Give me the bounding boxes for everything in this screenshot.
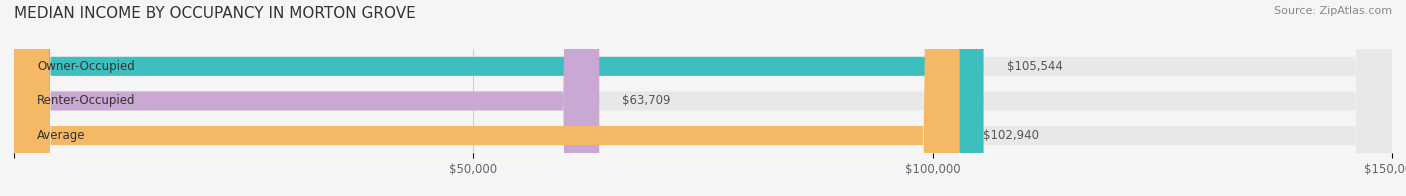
- FancyBboxPatch shape: [14, 0, 960, 196]
- Text: MEDIAN INCOME BY OCCUPANCY IN MORTON GROVE: MEDIAN INCOME BY OCCUPANCY IN MORTON GRO…: [14, 6, 416, 21]
- Text: Owner-Occupied: Owner-Occupied: [37, 60, 135, 73]
- Text: $63,709: $63,709: [623, 94, 671, 107]
- FancyBboxPatch shape: [14, 0, 984, 196]
- Text: $102,940: $102,940: [983, 129, 1039, 142]
- Text: $105,544: $105,544: [1007, 60, 1063, 73]
- FancyBboxPatch shape: [14, 0, 1392, 196]
- FancyBboxPatch shape: [14, 0, 599, 196]
- Text: Renter-Occupied: Renter-Occupied: [37, 94, 135, 107]
- Text: Average: Average: [37, 129, 86, 142]
- Text: Source: ZipAtlas.com: Source: ZipAtlas.com: [1274, 6, 1392, 16]
- FancyBboxPatch shape: [14, 0, 1392, 196]
- FancyBboxPatch shape: [14, 0, 1392, 196]
